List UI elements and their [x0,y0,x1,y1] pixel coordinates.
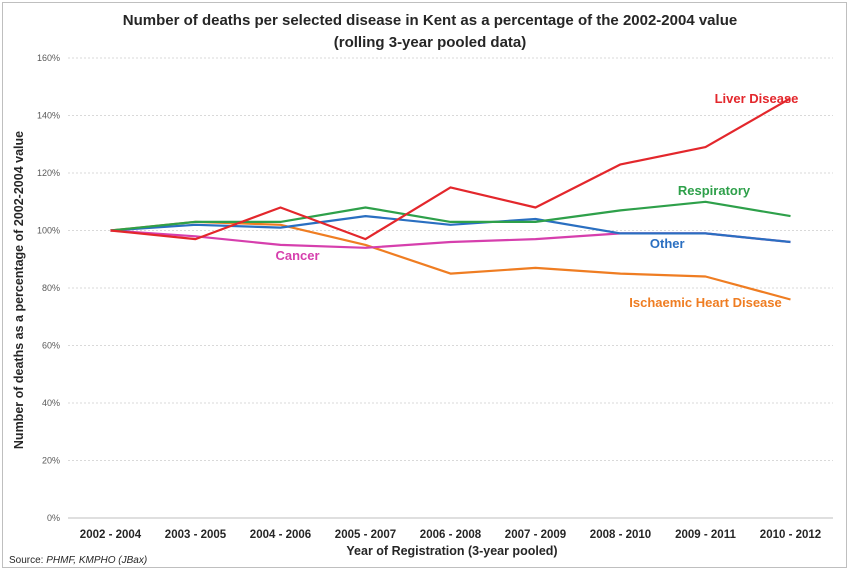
series-lines [110,97,792,301]
x-tick-label: 2005 - 2007 [335,529,396,541]
source-prefix: Source: [9,555,46,566]
x-tick-label: 2002 - 2004 [80,529,142,541]
y-axis-label: Number of deaths as a percentage of 2002… [12,131,26,449]
y-tick-label: 20% [42,456,60,466]
x-tick-label: 2009 - 2011 [675,529,736,541]
series-line-liver [110,97,792,241]
series-line-other [110,215,791,244]
y-tick-label: 100% [37,226,60,236]
x-tick-label: 2006 - 2008 [420,529,482,541]
chart-title: Number of deaths per selected disease in… [123,12,737,29]
y-tick-label: 0% [47,513,60,523]
y-tick-label: 60% [42,341,60,351]
series-label-cancer: Cancer [275,248,319,263]
source-text: PHMF, KMPHO (JBax) [46,555,147,566]
chart-subtitle: (rolling 3-year pooled data) [334,34,527,51]
y-tick-label: 160% [37,53,60,63]
x-axis-label: Year of Registration (3-year pooled) [346,544,557,558]
y-tick-label: 120% [37,168,60,178]
series-line-respiratory [110,200,791,232]
series-label-respiratory: Respiratory [678,183,751,198]
x-tick-label: 2004 - 2006 [250,529,311,541]
y-tick-label: 80% [42,283,60,293]
y-tick-label: 40% [42,398,60,408]
series-label-ischaemic: Ischaemic Heart Disease [629,295,781,310]
gridlines [68,57,833,519]
y-tick-label: 140% [37,111,60,121]
series-label-liver: Liver Disease [715,91,799,106]
x-axis-ticks: 2002 - 2004 2003 - 2005 2004 - 2006 2005 - … [80,529,821,541]
x-tick-label: 2010 - 2012 [760,529,821,541]
x-tick-label: 2007 - 2009 [505,529,566,541]
y-axis-ticks: 0% 20% 40% 60% 80% 100% 120% 140% 160% [37,53,60,523]
x-tick-label: 2008 - 2010 [590,529,651,541]
x-tick-label: 2003 - 2005 [165,529,227,541]
series-label-other: Other [650,236,685,251]
series-labels: Liver Disease Respiratory Other Cancer Ischa… [275,91,798,310]
source-note: Source: PHMF, KMPHO (JBax) [9,555,147,566]
